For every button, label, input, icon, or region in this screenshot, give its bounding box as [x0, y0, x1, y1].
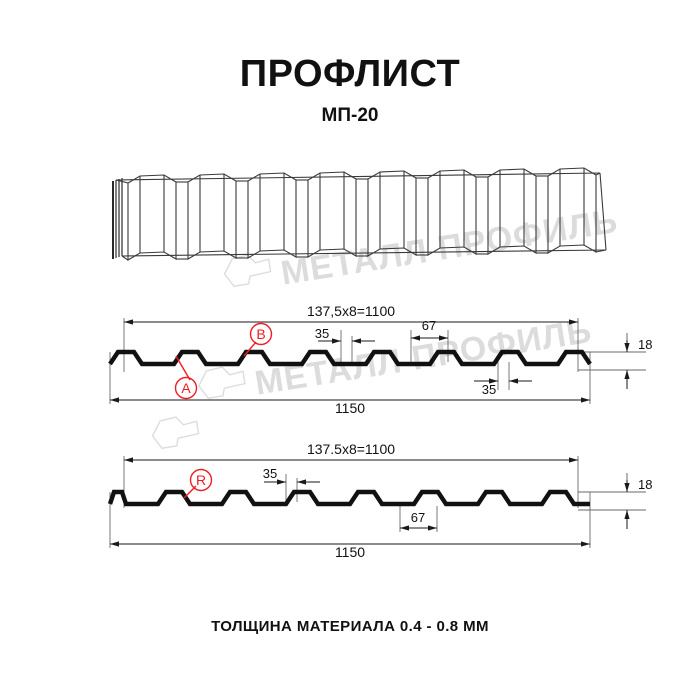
- model-subtitle: МП-20: [321, 105, 379, 126]
- dim-rib-top-1: 35: [315, 326, 329, 341]
- dim-rib-top-2: 35: [263, 466, 277, 481]
- material-thickness-note: ТОЛЩИНА МАТЕРИАЛА 0.4 - 0.8 ММ: [211, 618, 489, 635]
- dim-top-span-2: 137.5x8=1100: [307, 441, 395, 457]
- profile-outline-top: [108, 349, 592, 367]
- dim-trough-2: 67: [411, 510, 425, 525]
- header: ПРОФЛИСТ МП-20: [0, 52, 700, 130]
- callout-r-label: R: [196, 472, 206, 488]
- dim-height-1: 18: [638, 337, 652, 352]
- callout-b: [243, 322, 273, 357]
- dim-bottom-span-1: 1150: [335, 400, 365, 416]
- callout-r: [183, 468, 213, 499]
- page-title: ПРОФЛИСТ: [239, 53, 461, 95]
- profile-outline-bottom: [107, 489, 590, 507]
- dim-height-2: 18: [638, 477, 652, 492]
- callout-b-label: B: [256, 326, 265, 342]
- dim-bottom-span-2: 1150: [335, 544, 365, 560]
- dim-top-span-1: 137,5x8=1100: [307, 303, 395, 319]
- callout-a-label: A: [181, 380, 191, 396]
- dim-trough-1: 67: [422, 318, 436, 333]
- callout-a: [174, 355, 198, 400]
- dim-rib-bottom-1: 35: [482, 382, 496, 397]
